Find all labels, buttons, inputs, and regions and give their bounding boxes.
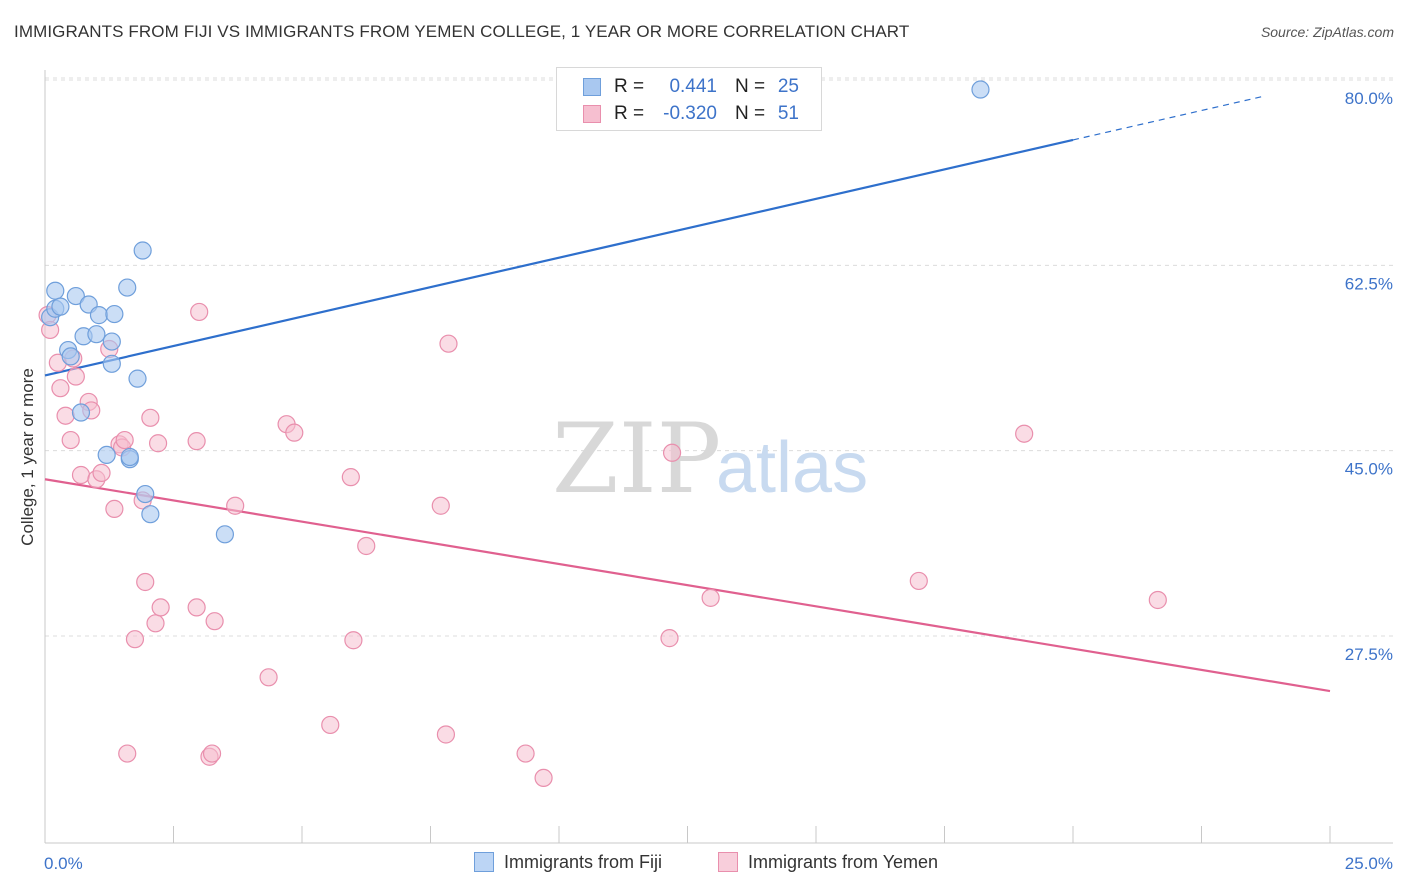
fiji-point — [87, 325, 106, 344]
yemen-point — [187, 432, 206, 451]
yemen-point — [516, 744, 535, 763]
yemen-point — [662, 443, 682, 462]
n-label: N = — [735, 103, 766, 124]
fiji-point — [215, 525, 234, 544]
y-tick-labels: 27.5% 45.0% 62.5% 80.0% — [1345, 89, 1393, 664]
y-tick-label: 62.5% — [1345, 274, 1393, 293]
fiji-point — [128, 369, 147, 388]
yemen-point — [909, 571, 928, 591]
fiji-point — [133, 241, 152, 260]
chart-title: IMMIGRANTS FROM FIJI VS IMMIGRANTS FROM … — [14, 22, 910, 41]
n-label: N = — [735, 76, 766, 97]
series-legend: Immigrants from Fiji Immigrants from Yem… — [0, 852, 1406, 876]
axes — [44, 70, 1393, 844]
r-label: R = — [614, 103, 645, 124]
fiji-point — [61, 347, 80, 366]
legend-row-yemen: R = -0.320 N = 51 — [557, 100, 821, 128]
fiji-point — [71, 403, 91, 422]
yemen-point — [146, 614, 165, 633]
fiji-point — [120, 447, 139, 467]
legend-label-yemen: Immigrants from Yemen — [748, 852, 939, 872]
fiji-swatch — [583, 78, 601, 96]
yemen-point — [187, 598, 206, 617]
legend-item-yemen[interactable]: Immigrants from Yemen — [718, 852, 938, 873]
fiji-point — [66, 286, 85, 306]
yemen-point — [285, 423, 304, 442]
yemen-point — [66, 367, 85, 386]
watermark-atlas: atlas — [716, 428, 868, 508]
fiji-points — [41, 80, 990, 544]
yemen-trend-line — [44, 478, 1331, 693]
yemen-point — [125, 630, 145, 649]
yemen-swatch — [718, 852, 738, 872]
yemen-swatch — [583, 105, 601, 123]
trend-lines — [44, 95, 1331, 693]
fiji-swatch — [474, 852, 494, 872]
fiji-point — [971, 80, 990, 99]
yemen-point — [534, 768, 553, 788]
n-value: 51 — [777, 103, 799, 124]
legend-item-fiji[interactable]: Immigrants from Fiji — [474, 852, 662, 873]
fiji-trend-line-extension — [1072, 95, 1264, 141]
yemen-point — [436, 725, 456, 744]
yemen-point — [202, 744, 222, 763]
y-tick-label: 80.0% — [1345, 89, 1393, 108]
yemen-point — [151, 598, 170, 617]
y-tick-label: 27.5% — [1345, 645, 1393, 664]
watermark-zip: ZIP — [552, 403, 721, 515]
yemen-point — [431, 496, 450, 515]
x-tick-label-min: 0.0% — [44, 854, 83, 873]
r-value: 0.441 — [669, 76, 717, 97]
source-credit: Source: ZipAtlas.com — [1260, 24, 1394, 40]
yemen-point — [344, 631, 363, 650]
fiji-trend-line — [44, 138, 1074, 377]
yemen-point — [105, 499, 124, 519]
yemen-point — [115, 430, 134, 450]
legend-row-fiji: R = 0.441 N = 25 — [557, 73, 821, 101]
n-value: 25 — [777, 76, 799, 97]
fiji-point — [102, 332, 121, 351]
x-tick-label-max: 25.0% — [1345, 854, 1393, 873]
yemen-point — [439, 334, 458, 353]
yemen-point — [92, 463, 111, 483]
fiji-point — [105, 304, 124, 324]
fiji-point — [141, 505, 160, 524]
yemen-point — [259, 668, 278, 687]
yemen-point — [71, 465, 91, 485]
fiji-point — [136, 484, 155, 504]
yemen-point — [357, 536, 376, 556]
fiji-point — [102, 354, 121, 373]
r-label: R = — [614, 76, 645, 97]
watermark: ZIP atlas — [552, 403, 868, 515]
yemen-point — [51, 379, 70, 398]
yemen-point — [701, 588, 720, 607]
yemen-point — [141, 408, 160, 427]
fiji-point — [46, 281, 65, 300]
yemen-point — [226, 496, 245, 515]
yemen-point — [190, 302, 209, 322]
fiji-point — [118, 278, 137, 297]
fiji-point — [89, 306, 109, 325]
fiji-point — [51, 297, 70, 316]
correlation-legend: R = 0.441 N = 25 R = -0.320 N = 51 — [556, 67, 822, 131]
r-value: -0.320 — [663, 103, 717, 124]
yemen-point — [56, 406, 75, 425]
x-ticks — [44, 826, 1331, 843]
yemen-point — [1148, 590, 1167, 610]
yemen-point — [660, 629, 679, 648]
yemen-point — [118, 744, 137, 763]
yemen-point — [321, 715, 340, 735]
y-tick-label: 45.0% — [1345, 460, 1393, 479]
yemen-point — [136, 572, 155, 592]
yemen-point — [61, 430, 80, 450]
yemen-point — [205, 612, 224, 631]
yemen-point — [148, 434, 168, 453]
gridlines — [45, 77, 1393, 637]
fiji-point — [97, 445, 116, 464]
legend-label-fiji: Immigrants from Fiji — [504, 852, 663, 872]
yemen-point — [1015, 424, 1034, 443]
yemen-points — [38, 302, 1167, 788]
yemen-point — [341, 468, 360, 487]
